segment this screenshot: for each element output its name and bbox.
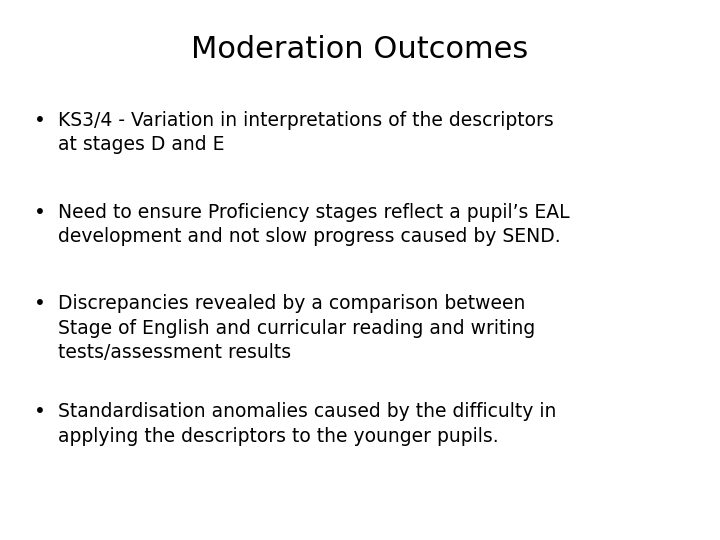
Text: KS3/4 - Variation in interpretations of the descriptors
at stages D and E: KS3/4 - Variation in interpretations of … xyxy=(58,111,554,154)
Text: •: • xyxy=(34,402,45,421)
Text: Need to ensure Proficiency stages reflect a pupil’s EAL
development and not slow: Need to ensure Proficiency stages reflec… xyxy=(58,202,570,246)
Text: •: • xyxy=(34,202,45,221)
Text: •: • xyxy=(34,111,45,130)
Text: •: • xyxy=(34,294,45,313)
Text: Moderation Outcomes: Moderation Outcomes xyxy=(192,35,528,64)
Text: Standardisation anomalies caused by the difficulty in
applying the descriptors t: Standardisation anomalies caused by the … xyxy=(58,402,556,446)
Text: Discrepancies revealed by a comparison between
Stage of English and curricular r: Discrepancies revealed by a comparison b… xyxy=(58,294,535,362)
